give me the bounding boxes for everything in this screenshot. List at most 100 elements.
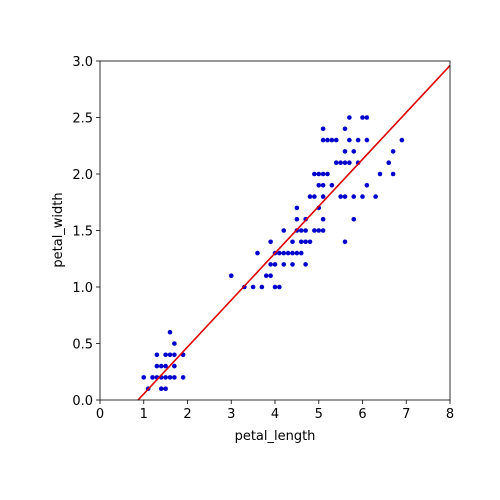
point [307,194,313,199]
point [150,375,155,380]
point [277,284,282,290]
point [281,228,287,233]
point [325,137,330,143]
point [312,194,317,199]
point [281,250,287,256]
point [312,228,317,233]
point [294,205,300,211]
point [342,160,348,165]
y-tick-label: 0.0 [72,394,93,409]
x-tick-label: 5 [315,407,323,422]
y-tick-label: 1.0 [72,281,93,296]
point [158,363,164,369]
point [320,194,326,199]
point [320,216,326,222]
fit-line [137,64,451,401]
point [154,352,160,358]
point [338,194,343,199]
point [320,183,326,188]
point [172,352,177,358]
point [263,273,269,279]
point [268,239,273,245]
point [303,239,308,245]
point [163,363,168,369]
point [399,137,405,143]
point [281,262,287,267]
point [377,171,383,177]
x-tick-label: 4 [271,407,279,422]
point [298,239,304,245]
x-tick-label: 0 [96,407,104,422]
point [312,171,317,177]
point [167,329,173,335]
point [320,171,326,177]
point [364,137,370,143]
point [360,115,365,120]
point [338,160,343,165]
x-tick-label: 3 [227,407,235,422]
point [167,352,173,358]
point [298,228,304,233]
y-tick-label: 3.0 [72,55,93,70]
point [172,363,177,369]
point [158,386,164,392]
point [228,273,234,279]
point [167,375,173,380]
point [386,160,392,165]
point [294,216,300,222]
point [342,126,348,132]
point [272,262,278,267]
point [373,194,378,199]
point [277,250,282,256]
y-tick-label: 1.5 [72,225,93,240]
point [180,375,186,380]
point [316,228,322,233]
point [333,160,339,165]
point [290,239,295,245]
point [290,262,295,267]
point [364,183,370,188]
point [259,284,265,290]
y-tick-label: 2.0 [72,168,93,183]
x-tick-label: 6 [358,407,366,422]
point [154,363,160,369]
point [390,171,396,177]
point [298,250,304,256]
point [320,126,326,132]
plot-frame [99,60,451,401]
point [342,194,348,199]
point [360,194,365,199]
point [303,228,308,233]
point [163,375,168,380]
point [351,149,357,154]
point [316,183,322,188]
point [250,284,256,290]
point [163,352,168,358]
x-tick-label: 8 [446,407,454,422]
point [390,149,396,154]
point [351,216,357,222]
point [342,239,348,245]
point [325,171,330,177]
point [316,171,322,177]
point [141,375,147,380]
y-tick-label: 2.5 [72,112,93,127]
point [355,137,361,143]
point [347,160,352,165]
point [329,183,335,188]
point [172,375,177,380]
point [303,262,308,267]
point [285,250,291,256]
point [333,137,339,143]
x-tick-label: 2 [183,407,191,422]
point [290,250,295,256]
y-axis-label: petal_width [51,192,66,267]
point [351,194,357,199]
point [320,228,326,233]
x-axis-label: petal_length [235,429,316,444]
point [342,149,348,154]
point [272,284,278,290]
y-tick-label: 0.5 [72,338,93,353]
point [347,115,352,120]
